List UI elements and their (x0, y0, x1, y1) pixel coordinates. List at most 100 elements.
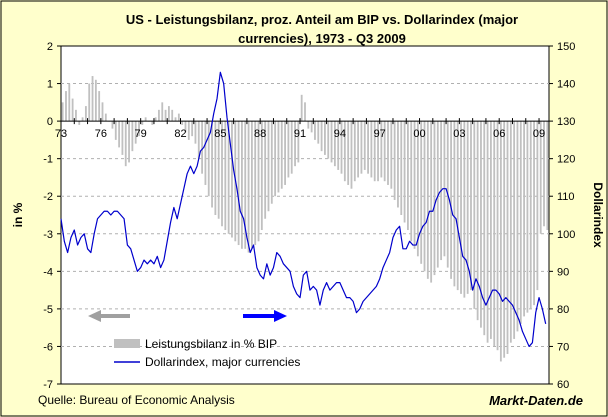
bar (181, 121, 184, 125)
bar (114, 121, 117, 140)
y-left-tick-label: -4 (43, 266, 53, 278)
bar (330, 121, 333, 163)
arrow-left-axis-indicator (88, 310, 130, 322)
bar (397, 121, 399, 208)
y-axis-left-ticks: 2 1 0 -1 -2 -3 -4 -5 -6 -7 (43, 41, 61, 391)
bar (104, 113, 107, 122)
bar (68, 83, 71, 122)
bar (144, 117, 147, 122)
bar (347, 121, 350, 185)
bar (201, 121, 204, 174)
bar (94, 79, 97, 122)
legend-label-bar: Leistungsbilanz in % BIP (145, 337, 277, 351)
x-tick-label: 91 (294, 128, 306, 140)
bar (430, 121, 433, 283)
bar (456, 121, 459, 291)
bar (450, 121, 452, 279)
bar (98, 91, 101, 122)
chart-title-line2: currencies), 1973 - Q3 2009 (238, 31, 406, 46)
bar (138, 121, 140, 137)
bar (324, 121, 326, 155)
bar (231, 121, 233, 238)
bar (128, 121, 130, 163)
bar (367, 121, 369, 174)
bar (519, 121, 522, 324)
bar (214, 121, 217, 215)
bar (433, 121, 436, 276)
bar (294, 121, 296, 167)
bar (400, 121, 403, 215)
bar (483, 121, 486, 336)
bar (317, 121, 320, 144)
bar (509, 121, 512, 343)
legend: Leistungsbilanz in % BIP Dollarindex, ma… (114, 337, 300, 369)
source-note: Quelle: Bureau of Economic Analysis (38, 393, 235, 407)
bar (171, 109, 174, 122)
bar (91, 76, 94, 122)
bar (121, 121, 124, 155)
bar (436, 121, 439, 268)
bar (280, 121, 283, 189)
bar (463, 121, 466, 298)
bar (539, 121, 542, 234)
bar (310, 121, 313, 133)
bar (78, 121, 81, 125)
y-left-tick-label: -2 (43, 191, 53, 203)
brand-watermark: Markt-Daten.de (489, 393, 583, 408)
bar (473, 121, 476, 309)
legend-label-line: Dollarindex, major currencies (145, 355, 300, 369)
bar (383, 121, 386, 182)
bar (290, 121, 293, 174)
y-left-tick-label: -7 (43, 379, 53, 391)
y-left-tick-label: -1 (43, 154, 53, 166)
bar (217, 121, 220, 219)
y-left-tick-label: -3 (43, 229, 53, 241)
bar (241, 121, 243, 249)
y-axis-left-label: in % (11, 202, 25, 227)
bar (111, 121, 114, 129)
x-tick-label: 82 (174, 128, 186, 140)
bar (164, 109, 167, 122)
y-left-tick-label: -5 (43, 304, 53, 316)
bar (493, 121, 496, 347)
bar (141, 121, 144, 125)
bar (307, 121, 310, 129)
y-axis-right-label: Dollarindex (591, 182, 605, 248)
bar (370, 121, 373, 178)
y-right-tick-label: 80 (557, 304, 569, 316)
bar (413, 121, 416, 249)
y-right-tick-label: 140 (557, 79, 575, 91)
bar (426, 121, 429, 279)
bar (267, 121, 270, 212)
bar (237, 121, 240, 246)
bar (177, 113, 180, 122)
bar (416, 121, 419, 257)
x-tick-label: 09 (533, 128, 545, 140)
bar (320, 121, 323, 152)
bar (526, 121, 529, 313)
bar (300, 94, 303, 122)
x-tick-label: 85 (214, 128, 226, 140)
bar (287, 121, 290, 178)
bar (304, 102, 306, 122)
bar (124, 121, 127, 167)
bar (327, 121, 330, 159)
bar (204, 121, 207, 185)
dollarindex-line (60, 71, 547, 348)
x-tick-label: 00 (413, 128, 425, 140)
bar (254, 121, 257, 246)
bar (466, 121, 469, 294)
x-tick-label: 73 (55, 128, 67, 140)
bar (247, 121, 250, 253)
bar (529, 121, 532, 309)
legend-swatch-bar (114, 339, 140, 348)
x-tick-label: 79 (135, 128, 147, 140)
bar (353, 121, 356, 182)
bar (350, 121, 353, 189)
y-right-tick-label: 90 (557, 266, 569, 278)
x-tick-label: 94 (334, 128, 346, 140)
bar (187, 121, 190, 140)
bar (423, 121, 426, 272)
